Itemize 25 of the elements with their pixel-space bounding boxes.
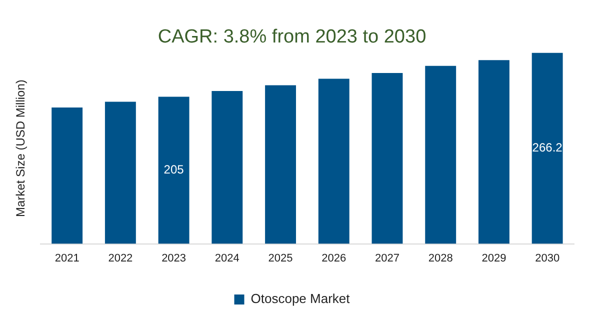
- y-axis-title: Market Size (USD Million): [14, 80, 28, 217]
- x-tick-label: 2028: [428, 252, 453, 264]
- data-label: 266.2: [532, 140, 563, 155]
- bar: [158, 96, 190, 244]
- x-tick-label: 2023: [162, 252, 186, 264]
- bar: [425, 66, 456, 244]
- x-tick-label: 2025: [268, 252, 293, 264]
- bar: [212, 90, 243, 244]
- bar: [372, 73, 403, 244]
- legend-label: Otoscope Market: [250, 291, 350, 306]
- x-tick-label: 2029: [482, 252, 506, 264]
- x-tick-label: 2027: [375, 252, 400, 264]
- x-tick-label: 2024: [214, 252, 240, 264]
- bar: [532, 52, 563, 244]
- x-tick-label: 2022: [108, 252, 133, 264]
- bar: [318, 78, 350, 244]
- x-tick-label: 2030: [535, 252, 560, 264]
- x-tick-label: 2026: [322, 252, 346, 264]
- bar: [265, 85, 296, 244]
- data-label: 205: [164, 162, 184, 177]
- x-tick-label: 2021: [54, 252, 80, 264]
- chart-title: CAGR: 3.8% from 2023 to 2030: [158, 26, 426, 48]
- bar: [478, 60, 510, 244]
- bar: [104, 102, 136, 244]
- bar: [52, 107, 83, 244]
